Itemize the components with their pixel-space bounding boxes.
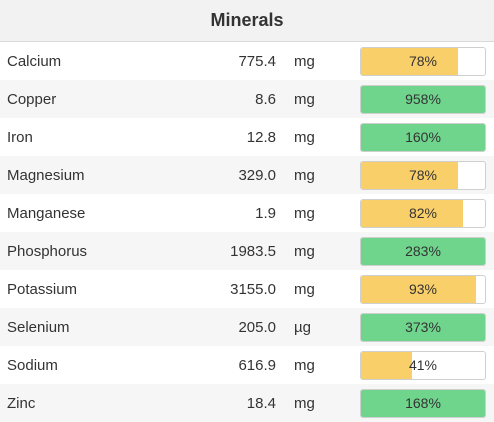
daily-value-percent: 160% bbox=[405, 129, 441, 145]
mineral-amount: 205.0 bbox=[238, 318, 276, 336]
mineral-unit: mg bbox=[294, 242, 315, 260]
mineral-name: Calcium bbox=[7, 52, 62, 70]
daily-value-bar: 160% bbox=[360, 122, 486, 152]
daily-value-percent: 373% bbox=[405, 319, 441, 335]
daily-value-percent: 78% bbox=[408, 167, 438, 183]
daily-value-percent: 283% bbox=[405, 243, 441, 259]
daily-value-bar-fill bbox=[361, 313, 485, 341]
daily-value-bar-fill bbox=[361, 351, 412, 379]
mineral-amount: 8.6 bbox=[255, 90, 276, 108]
daily-value-bar: 373% bbox=[360, 312, 486, 342]
mineral-name: Zinc bbox=[7, 394, 36, 412]
mineral-amount: 18.4 bbox=[246, 394, 276, 412]
mineral-unit: mg bbox=[294, 166, 315, 184]
daily-value-bar-fill bbox=[361, 85, 485, 113]
mineral-name: Iron bbox=[7, 128, 33, 146]
mineral-name: Phosphorus bbox=[7, 242, 88, 260]
daily-value-bar-fill bbox=[361, 123, 485, 151]
mineral-unit: mg bbox=[294, 90, 315, 108]
daily-value-bar: 93% bbox=[360, 274, 486, 304]
mineral-unit: mg bbox=[294, 52, 315, 70]
daily-value-bar: 168% bbox=[360, 388, 486, 418]
daily-value-bar-fill bbox=[361, 237, 485, 265]
mineral-unit: mg bbox=[294, 204, 315, 222]
mineral-row-magnesium: Magnesium 329.0 mg 78% bbox=[0, 156, 494, 194]
mineral-name: Potassium bbox=[7, 280, 78, 298]
mineral-row-calcium: Calcium 775.4 mg 78% bbox=[0, 42, 494, 80]
daily-value-bar: 78% bbox=[360, 160, 486, 190]
daily-value-bar-fill bbox=[361, 47, 458, 75]
daily-value-bar: 78% bbox=[360, 46, 486, 76]
panel-title: Minerals bbox=[0, 0, 494, 42]
mineral-amount: 329.0 bbox=[238, 166, 276, 184]
mineral-amount: 775.4 bbox=[238, 52, 276, 70]
mineral-row-zinc: Zinc 18.4 mg 168% bbox=[0, 384, 494, 422]
mineral-row-phosphorus: Phosphorus 1983.5 mg 283% bbox=[0, 232, 494, 270]
mineral-unit: mg bbox=[294, 394, 315, 412]
mineral-row-copper: Copper 8.6 mg 958% bbox=[0, 80, 494, 118]
daily-value-bar: 283% bbox=[360, 236, 486, 266]
mineral-row-iron: Iron 12.8 mg 160% bbox=[0, 118, 494, 156]
daily-value-bar-fill bbox=[361, 161, 458, 189]
mineral-row-manganese: Manganese 1.9 mg 82% bbox=[0, 194, 494, 232]
mineral-unit: mg bbox=[294, 128, 315, 146]
mineral-name: Manganese bbox=[7, 204, 86, 222]
mineral-row-selenium: Selenium 205.0 µg 373% bbox=[0, 308, 494, 346]
daily-value-bar: 82% bbox=[360, 198, 486, 228]
daily-value-bar-fill bbox=[361, 275, 477, 303]
mineral-row-sodium: Sodium 616.9 mg 41% bbox=[0, 346, 494, 384]
mineral-amount: 1983.5 bbox=[230, 242, 276, 260]
daily-value-percent: 958% bbox=[405, 91, 441, 107]
mineral-unit: mg bbox=[294, 280, 315, 298]
mineral-unit: µg bbox=[294, 318, 311, 336]
mineral-name: Selenium bbox=[7, 318, 70, 336]
daily-value-percent: 78% bbox=[408, 53, 438, 69]
daily-value-percent: 82% bbox=[408, 205, 438, 221]
daily-value-percent: 168% bbox=[405, 395, 441, 411]
mineral-name: Magnesium bbox=[7, 166, 85, 184]
mineral-name: Sodium bbox=[7, 356, 58, 374]
mineral-unit: mg bbox=[294, 356, 315, 374]
mineral-amount: 1.9 bbox=[255, 204, 276, 222]
mineral-amount: 616.9 bbox=[238, 356, 276, 374]
daily-value-bar: 41% bbox=[360, 350, 486, 380]
mineral-amount: 12.8 bbox=[246, 128, 276, 146]
daily-value-bar: 958% bbox=[360, 84, 486, 114]
mineral-amount: 3155.0 bbox=[230, 280, 276, 298]
daily-value-percent: 93% bbox=[408, 281, 438, 297]
daily-value-percent: 41% bbox=[408, 357, 438, 373]
mineral-row-potassium: Potassium 3155.0 mg 93% bbox=[0, 270, 494, 308]
minerals-list: Calcium 775.4 mg 78% Copper 8.6 mg 958% Iron 12.8… bbox=[0, 42, 494, 422]
daily-value-bar-fill bbox=[361, 199, 463, 227]
daily-value-bar-fill bbox=[361, 389, 485, 417]
mineral-name: Copper bbox=[7, 90, 57, 108]
